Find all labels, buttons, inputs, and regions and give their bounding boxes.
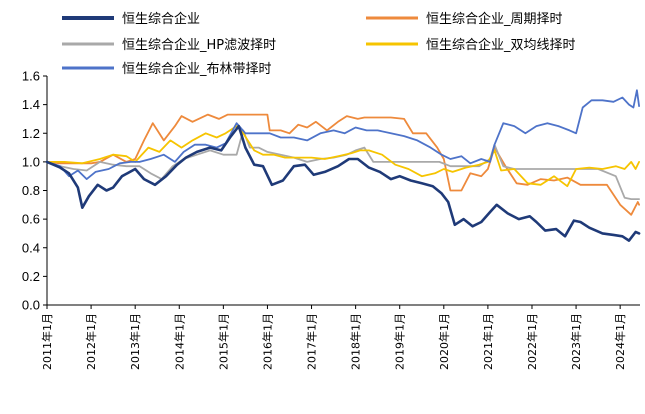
y-tick-label: 0.0 (22, 298, 40, 313)
series-line-4 (46, 89, 640, 180)
legend-label-4: 恒生综合企业_布林带择时 (122, 61, 272, 77)
legend-label-3: 恒生综合企业_双均线择时 (426, 37, 576, 53)
x-tick-label: 2021年1月 (481, 313, 495, 370)
x-tick-label: 2017年1月 (305, 313, 319, 370)
y-tick-label: 0.2 (22, 269, 40, 284)
series-line-0 (45, 124, 641, 242)
x-tick-label: 2013年1月 (128, 313, 142, 370)
x-tick-label: 2023年1月 (569, 313, 583, 370)
y-tick-label: 0.4 (22, 240, 40, 255)
series-lines (45, 89, 641, 242)
series-line-1 (46, 113, 640, 216)
y-tick-label: 1.4 (22, 97, 40, 112)
x-tick-label: 2024年1月 (613, 313, 627, 370)
y-tick-label: 1.6 (22, 69, 40, 84)
y-tick-label: 0.6 (22, 212, 40, 227)
y-tick-label: 0.8 (22, 183, 40, 198)
x-tick-label: 2015年1月 (216, 313, 230, 370)
x-tick-label: 2012年1月 (84, 313, 98, 370)
x-tick-label: 2016年1月 (260, 313, 274, 370)
x-tick-label: 2022年1月 (525, 313, 539, 370)
x-tick-label: 2019年1月 (393, 313, 407, 370)
y-tick-label: 1.2 (22, 126, 40, 141)
y-axis-ticks: 0.0 0.2 0.4 0.6 0.8 1.0 1.2 1.4 1.6 (22, 69, 47, 313)
legend-label-0: 恒生综合企业 (122, 11, 200, 27)
series-line-2 (46, 129, 640, 200)
x-axis-ticks: 2011年1月 2012年1月 2013年1月 2014年1月 2015年1月 2016年… (40, 305, 627, 370)
legend-label-2: 恒生综合企业_HP滤波择时 (122, 37, 276, 53)
y-tick-label: 1.0 (22, 154, 40, 169)
legend-label-1: 恒生综合企业_周期择时 (426, 11, 563, 27)
x-tick-label: 2014年1月 (172, 313, 186, 370)
x-tick-label: 2011年1月 (40, 313, 54, 370)
plot-area: 0.0 0.2 0.4 0.6 0.8 1.0 1.2 1.4 1.6 2011年1月 2012年… (22, 69, 641, 370)
series-line-3 (46, 125, 640, 188)
x-tick-label: 2020年1月 (437, 313, 451, 370)
x-tick-label: 2018年1月 (349, 313, 363, 370)
